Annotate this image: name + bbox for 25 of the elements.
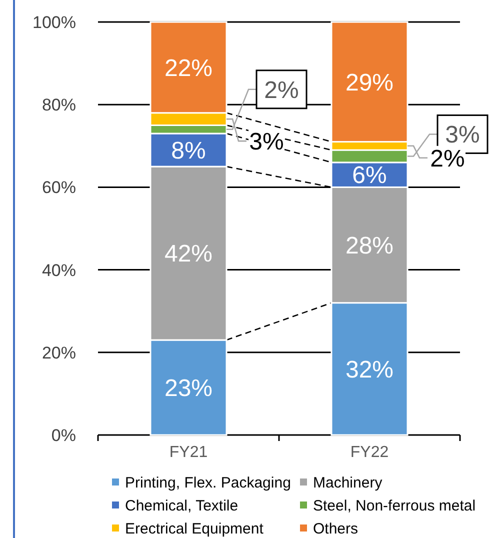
data-label: 2% bbox=[430, 145, 465, 172]
data-label: 22% bbox=[164, 54, 213, 82]
data-label: 6% bbox=[352, 162, 387, 190]
x-tick-label: FY22 bbox=[350, 444, 389, 461]
legend-label: Others bbox=[313, 520, 358, 538]
data-label: 2% bbox=[264, 76, 299, 104]
legend-label: Machinery bbox=[313, 474, 383, 492]
y-tick-label: 60% bbox=[42, 178, 76, 198]
legend-label: Steel, Non-ferrous metal bbox=[313, 497, 476, 514]
legend-label: Erectrical Equipment bbox=[125, 520, 264, 538]
y-tick-label: 0% bbox=[51, 426, 76, 445]
data-label: 42% bbox=[164, 240, 213, 268]
data-label: 28% bbox=[345, 232, 394, 260]
legend-label: Chemical, Textile bbox=[125, 497, 238, 514]
y-tick-label: 20% bbox=[42, 343, 76, 362]
x-tick-label: FY21 bbox=[169, 444, 208, 461]
y-tick-label: 100% bbox=[32, 12, 76, 32]
legend-label: Printing, Flex. Packaging bbox=[125, 474, 291, 492]
data-label: 23% bbox=[164, 374, 213, 402]
data-label: 8% bbox=[171, 137, 206, 164]
data-label: 29% bbox=[345, 69, 394, 96]
y-tick-label: 40% bbox=[42, 260, 76, 280]
data-label: 32% bbox=[345, 356, 394, 384]
y-tick-label: 80% bbox=[42, 96, 76, 115]
data-label: 3% bbox=[249, 128, 284, 156]
